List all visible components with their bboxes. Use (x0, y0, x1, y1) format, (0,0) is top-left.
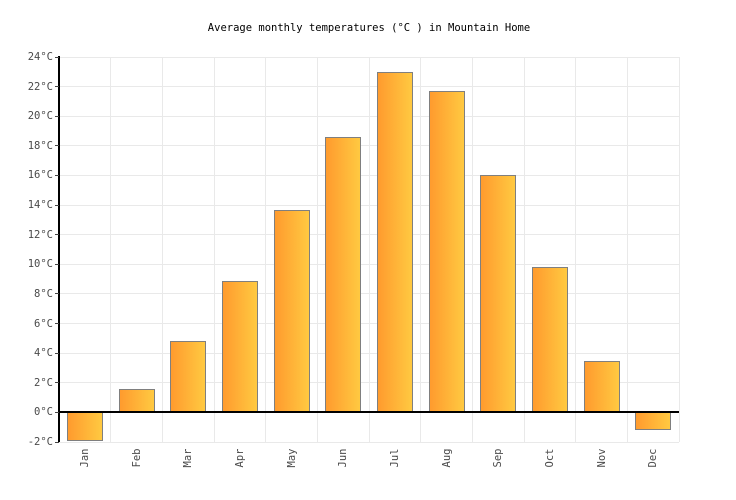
x-axis-label: Apr (233, 448, 246, 468)
x-axis-label: Sep (492, 448, 505, 468)
y-axis-line (58, 56, 60, 442)
gridline-v (523, 57, 525, 442)
gridline-v (471, 57, 473, 442)
y-axis-label: 4°C (34, 347, 53, 360)
temperature-bar (170, 341, 207, 413)
y-axis-tick (54, 174, 59, 176)
gridline-v (678, 57, 680, 442)
y-axis-tick (54, 263, 59, 265)
gridline-v (626, 57, 628, 442)
x-axis-label: May (285, 448, 298, 468)
y-axis-tick (54, 145, 59, 147)
x-axis-label: Feb (130, 448, 143, 468)
gridline-v (420, 57, 422, 442)
y-axis-tick (54, 86, 59, 88)
temperature-bar (376, 71, 413, 413)
y-axis-tick (54, 115, 59, 117)
y-axis-label: -2°C (27, 436, 53, 448)
y-axis-tick (54, 234, 59, 236)
gridline-v (316, 57, 318, 442)
temperature-bar (66, 412, 103, 441)
temperature-bar (635, 412, 672, 431)
temperature-bar (118, 388, 155, 413)
gridline-v (213, 57, 215, 442)
y-axis-label: 18°C (27, 139, 53, 152)
x-axis-label: Jul (388, 448, 401, 468)
y-axis-label: 14°C (27, 199, 53, 212)
y-axis-tick (54, 323, 59, 325)
chart-title: Average monthly temperatures (°C ) in Mo… (207, 22, 531, 34)
y-axis-label: 12°C (27, 228, 53, 241)
x-axis-label: Mar (182, 448, 195, 468)
plot-area (59, 56, 680, 443)
y-axis-label: 20°C (27, 110, 53, 123)
y-axis-tick (54, 352, 59, 354)
temperature-bar (480, 175, 517, 413)
y-axis-tick (54, 441, 59, 443)
gridline-v (161, 57, 163, 442)
x-axis-label: Aug (440, 448, 453, 468)
y-axis-label: 10°C (27, 258, 53, 271)
temperature-bar (583, 360, 620, 413)
y-axis-label: 0°C (34, 406, 53, 419)
y-axis-tick (54, 204, 59, 206)
y-axis-label: 16°C (27, 169, 53, 182)
gridline-v (265, 57, 267, 442)
x-axis-label: Nov (595, 448, 608, 468)
temperature-bar (531, 267, 568, 413)
x-axis-label: Jun (337, 448, 350, 468)
gridline-v (575, 57, 577, 442)
zero-line (59, 411, 679, 414)
gridline-h (59, 441, 679, 443)
temperature-bar (221, 280, 258, 413)
y-axis-label: 8°C (34, 287, 53, 300)
y-axis-tick (54, 411, 59, 413)
y-axis-label: 24°C (27, 51, 53, 63)
y-axis-tick (54, 56, 59, 58)
temperature-bar (325, 136, 362, 413)
x-axis-label: Oct (543, 448, 556, 468)
temperature-bar (428, 91, 465, 413)
gridline-v (368, 57, 370, 442)
y-axis-tick (54, 293, 59, 295)
y-axis-tick (54, 382, 59, 384)
y-axis-label: 6°C (34, 317, 53, 330)
gridline-v (110, 57, 112, 442)
y-axis-label: 22°C (27, 80, 53, 93)
x-axis-label: Dec (647, 448, 660, 468)
temperature-bar (273, 209, 310, 413)
y-axis-label: 2°C (34, 376, 53, 389)
